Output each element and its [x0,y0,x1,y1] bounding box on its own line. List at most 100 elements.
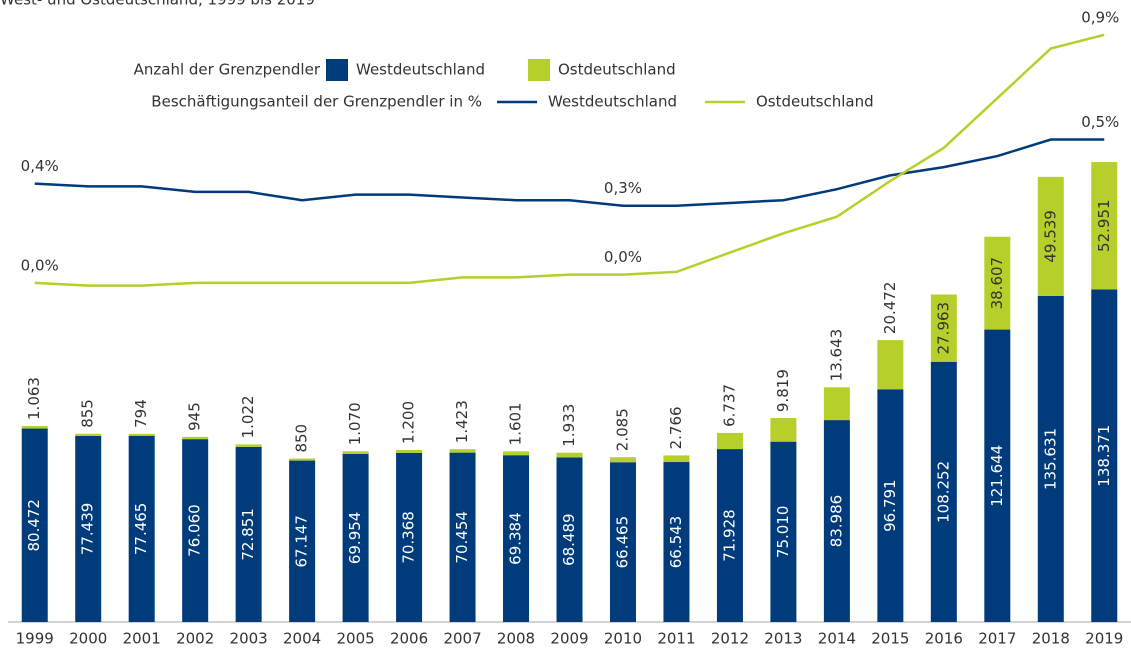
data-label: 1.070 [346,402,364,445]
data-label: 27.963 [934,302,952,355]
bar [182,436,209,440]
data-label: 1.200 [400,401,418,444]
bar [396,449,423,453]
legend-label: Westdeutschland [356,61,485,79]
data-label: 138.371 [1095,425,1113,487]
data-label: 9.819 [774,369,792,412]
x-tick-label: 1999 [16,630,54,648]
bar [289,458,316,461]
data-label: 66.465 [613,516,631,569]
legend-label: Ostdeutschland [558,61,676,79]
x-tick-label: 2017 [978,630,1016,648]
bar [75,435,102,622]
data-label: 49.539 [1041,210,1059,263]
x-tick-label: 2004 [283,630,321,648]
x-tick-label: 2010 [604,630,642,648]
data-label: 69.384 [507,512,525,565]
bar [663,455,690,463]
bar [1037,295,1064,622]
bar [1091,289,1118,622]
x-tick-label: 2015 [871,630,909,648]
data-label: 0,5% [1081,113,1119,131]
legend-swatch [326,59,348,81]
bar [930,361,957,622]
data-label: 2.766 [667,406,685,449]
data-label: 66.543 [667,516,685,569]
bar [930,294,957,362]
x-tick-label: 2007 [443,630,481,648]
data-label: 80.472 [25,499,43,552]
bar [877,340,904,390]
data-label: 71.928 [720,509,738,562]
bar [289,460,316,622]
data-label: 96.791 [881,479,899,532]
data-label: 1.063 [25,377,43,420]
x-tick-label: 2014 [818,630,856,648]
bar [75,433,102,436]
bar [396,452,423,622]
legend-title: Beschäftigungsanteil der Grenzpendler in… [151,93,482,111]
data-label: 945 [186,402,204,431]
bar [342,451,369,454]
x-tick-label: 2003 [230,630,268,648]
bar [182,439,209,622]
bar [1037,176,1064,296]
data-label: 52.951 [1095,199,1113,252]
bar [984,329,1011,622]
data-label: 0,4% [21,157,59,175]
x-tick-label: 2016 [925,630,963,648]
data-label: 75.010 [774,506,792,559]
bar [21,425,48,429]
x-tick-label: 2009 [550,630,588,648]
data-label: 0,9% [1081,8,1119,26]
data-label: 69.954 [346,512,364,565]
data-label: 135.631 [1041,428,1059,490]
data-label: 850 [293,424,311,453]
data-label: 77.465 [132,503,150,556]
data-label: 0,0% [21,256,59,274]
bar [235,446,262,622]
data-label: 108.252 [934,461,952,523]
data-label: 855 [79,399,97,428]
data-label: 1.423 [453,400,471,443]
data-label: 1.933 [560,404,578,447]
data-label: 2.085 [613,408,631,451]
legend-label: Ostdeutschland [756,93,874,111]
bar [877,389,904,622]
line [34,138,1105,207]
x-tick-label: 2006 [390,630,428,648]
legend-swatch [528,59,550,81]
x-tick-label: 2011 [657,630,695,648]
x-tick-label: 2001 [123,630,161,648]
bar [21,428,48,622]
data-label: 70.454 [453,511,471,564]
data-label: 794 [132,399,150,428]
x-tick-label: 2013 [764,630,802,648]
x-tick-label: 2002 [176,630,214,648]
bar [128,433,155,436]
bar [556,457,583,622]
data-label: 76.060 [186,504,204,557]
data-label: 38.607 [988,257,1006,310]
data-label: 70.368 [400,511,418,564]
chart-subtitle: West- und Ostdeutschland, 1999 bis 2019 [0,0,315,9]
bar [449,452,476,622]
bar [235,444,262,447]
data-label: 13.643 [827,329,845,382]
data-label: 0,0% [604,248,642,266]
x-tick-label: 2000 [69,630,107,648]
bar [663,462,690,622]
bar [609,462,636,622]
data-label: 1.022 [239,395,257,438]
bar [716,432,743,450]
x-tick-label: 2019 [1085,630,1123,648]
bar [770,418,797,442]
bar [984,236,1011,330]
data-label: 121.644 [988,445,1006,507]
bar [770,441,797,622]
bar [823,420,850,622]
data-label: 83.986 [827,495,845,548]
x-tick-label: 2018 [1032,630,1070,648]
bar [128,435,155,622]
